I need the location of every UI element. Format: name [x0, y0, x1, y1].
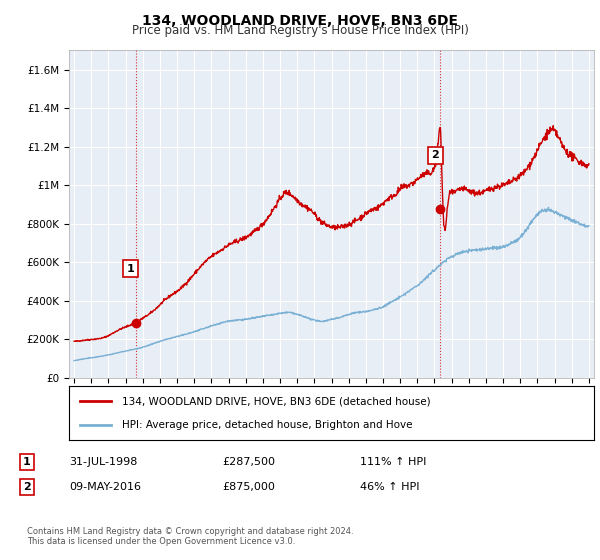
Text: 134, WOODLAND DRIVE, HOVE, BN3 6DE: 134, WOODLAND DRIVE, HOVE, BN3 6DE	[142, 14, 458, 28]
Text: £287,500: £287,500	[222, 457, 275, 467]
Text: Price paid vs. HM Land Registry's House Price Index (HPI): Price paid vs. HM Land Registry's House …	[131, 24, 469, 37]
Text: 46% ↑ HPI: 46% ↑ HPI	[360, 482, 419, 492]
Text: 134, WOODLAND DRIVE, HOVE, BN3 6DE (detached house): 134, WOODLAND DRIVE, HOVE, BN3 6DE (deta…	[121, 396, 430, 407]
Text: 31-JUL-1998: 31-JUL-1998	[69, 457, 137, 467]
Text: 1: 1	[127, 264, 134, 274]
Text: 2: 2	[431, 151, 439, 160]
Text: £875,000: £875,000	[222, 482, 275, 492]
Text: Contains HM Land Registry data © Crown copyright and database right 2024.
This d: Contains HM Land Registry data © Crown c…	[27, 526, 353, 546]
Text: 1: 1	[23, 457, 31, 467]
Text: 2: 2	[23, 482, 31, 492]
Text: HPI: Average price, detached house, Brighton and Hove: HPI: Average price, detached house, Brig…	[121, 419, 412, 430]
Text: 111% ↑ HPI: 111% ↑ HPI	[360, 457, 427, 467]
Text: 09-MAY-2016: 09-MAY-2016	[69, 482, 141, 492]
